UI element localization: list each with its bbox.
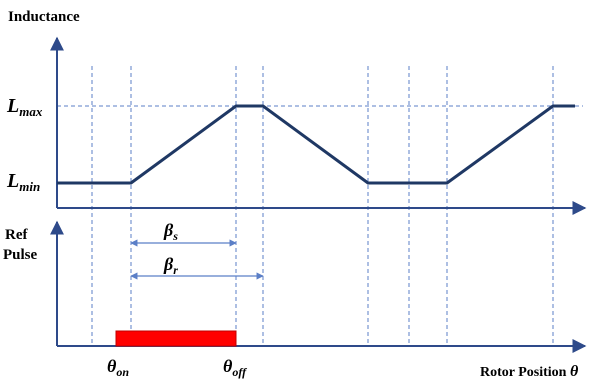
vertical-guides bbox=[91, 66, 554, 346]
theta-on-label: θon bbox=[107, 356, 129, 379]
beta-s-label: βs bbox=[163, 220, 178, 243]
ref-pulse-label: Ref Pulse bbox=[3, 227, 38, 263]
l-max-label: Lmax bbox=[6, 95, 43, 119]
inductance-curve bbox=[57, 104, 575, 185]
reference-pulse bbox=[115, 330, 237, 347]
axes bbox=[50, 36, 587, 353]
theta-off-label: θoff bbox=[223, 356, 247, 379]
rotor-position-label: Rotor Position θ bbox=[480, 363, 579, 380]
l-min-label: Lmin bbox=[6, 170, 40, 194]
beta-r-label: βr bbox=[163, 254, 178, 277]
inductance-axis-label: Inductance bbox=[8, 9, 80, 25]
